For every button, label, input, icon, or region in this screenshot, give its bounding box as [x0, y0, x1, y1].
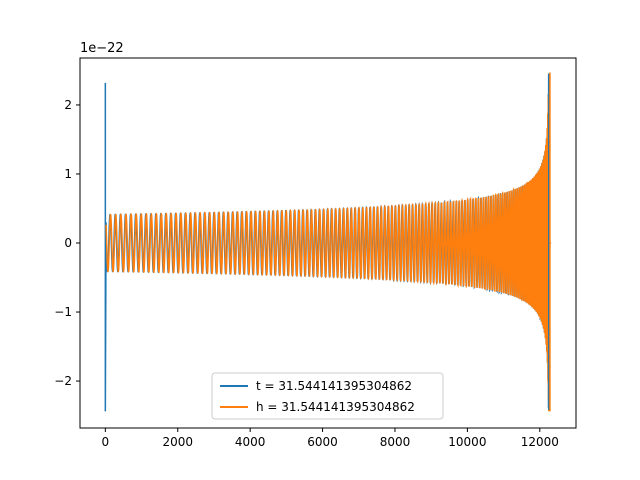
y-offset-label: 1e−22 — [80, 41, 124, 56]
legend-label: h = 31.544141395304862 — [256, 400, 415, 414]
x-axis: 0 2000 4000 6000 8000 10000 12000 — [102, 428, 559, 449]
x-tick-label: 0 — [102, 435, 110, 449]
series-h-line — [105, 91, 552, 412]
legend: t = 31.544141395304862 h = 31.54414139530… — [211, 372, 444, 420]
x-tick-label: 6000 — [307, 435, 338, 449]
y-tick-label: 2 — [64, 98, 72, 112]
x-tick-label: 12000 — [521, 435, 559, 449]
y-tick-label: −1 — [54, 305, 72, 319]
y-axis: −2 −1 0 1 2 — [54, 98, 80, 388]
y-tick-label: −2 — [54, 374, 72, 388]
x-tick-label: 10000 — [448, 435, 486, 449]
legend-box — [211, 372, 444, 420]
y-tick-label: 1 — [64, 167, 72, 181]
plot-area — [104, 72, 552, 412]
legend-label: t = 31.544141395304862 — [256, 379, 412, 393]
x-tick-label: 2000 — [162, 435, 193, 449]
x-tick-label: 4000 — [235, 435, 266, 449]
y-tick-label: 0 — [64, 236, 72, 250]
x-tick-label: 8000 — [380, 435, 411, 449]
